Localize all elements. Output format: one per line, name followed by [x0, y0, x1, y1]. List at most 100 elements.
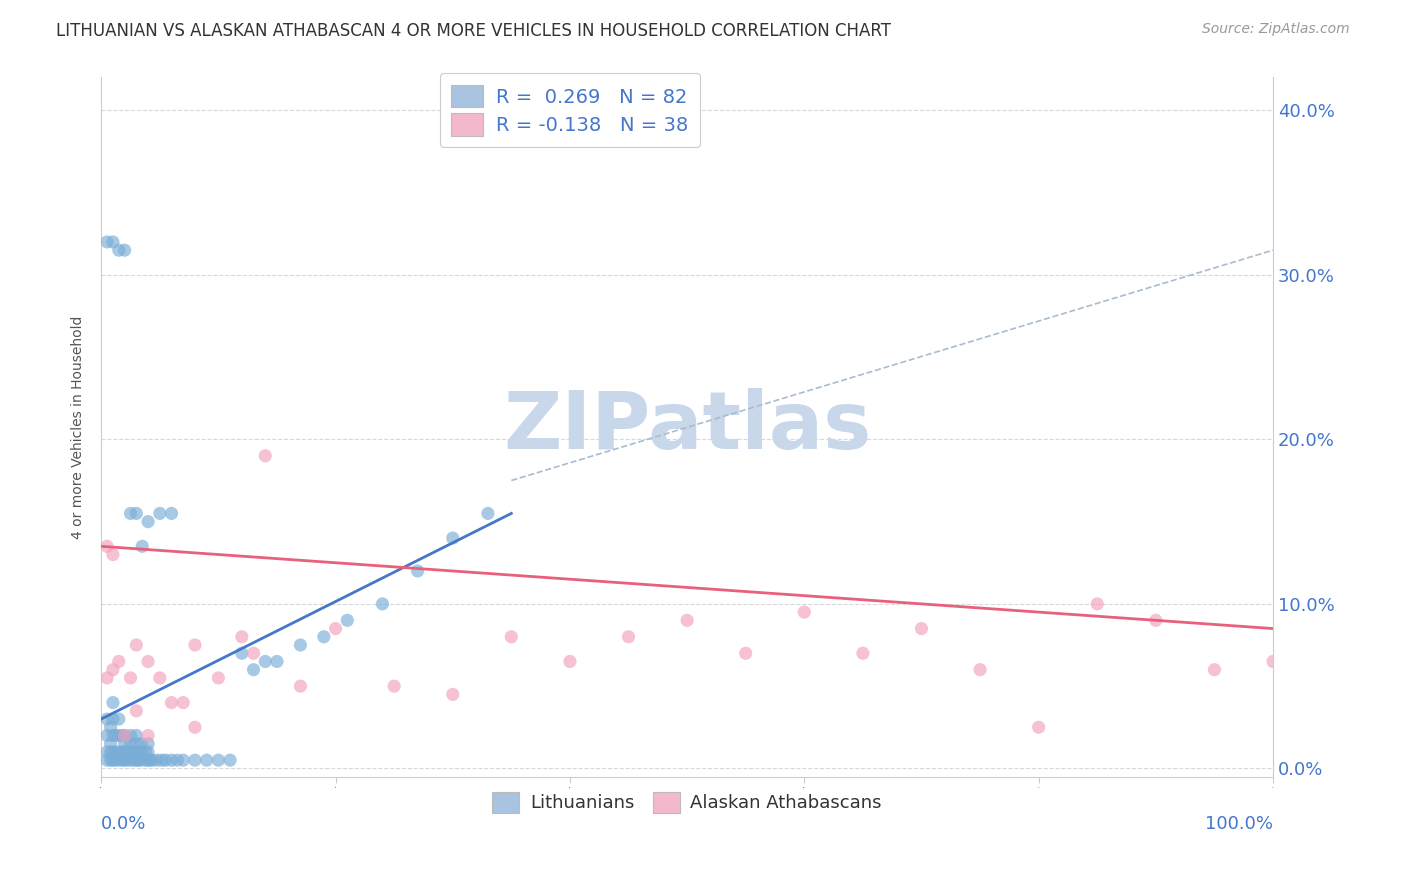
Point [104, 753, 127, 767]
Point [734, 646, 756, 660]
Point [160, 696, 183, 710]
Point [477, 507, 499, 521]
Point [195, 753, 218, 767]
Point [125, 638, 148, 652]
Point [115, 753, 138, 767]
Point [120, 507, 142, 521]
Point [100, 737, 122, 751]
Point [101, 753, 124, 767]
Point [107, 729, 129, 743]
Point [129, 745, 152, 759]
Text: Source: ZipAtlas.com: Source: ZipAtlas.com [1202, 22, 1350, 37]
Point [676, 613, 699, 627]
Point [101, 729, 124, 743]
Point [149, 671, 172, 685]
Point [1085, 597, 1108, 611]
Point [242, 663, 264, 677]
Point [254, 655, 277, 669]
Point [1028, 720, 1050, 734]
Point [125, 753, 148, 767]
Point [111, 745, 134, 759]
Point [129, 737, 152, 751]
Point [139, 753, 162, 767]
Point [441, 531, 464, 545]
Point [114, 745, 136, 759]
Point [172, 753, 194, 767]
Point [122, 745, 145, 759]
Y-axis label: 4 or more Vehicles in Household: 4 or more Vehicles in Household [72, 316, 86, 539]
Point [1204, 663, 1226, 677]
Point [125, 704, 148, 718]
Legend: Lithuanians, Alaskan Athabascans: Lithuanians, Alaskan Athabascans [485, 785, 889, 820]
Point [120, 745, 142, 759]
Point [135, 753, 157, 767]
Point [325, 622, 347, 636]
Point [254, 449, 277, 463]
Point [969, 663, 991, 677]
Point [382, 679, 405, 693]
Point [120, 737, 142, 751]
Point [231, 630, 253, 644]
Point [107, 655, 129, 669]
Point [125, 507, 148, 521]
Point [207, 753, 229, 767]
Point [96, 753, 118, 767]
Point [793, 605, 815, 619]
Point [114, 753, 136, 767]
Point [131, 539, 153, 553]
Point [852, 646, 875, 660]
Point [107, 745, 129, 759]
Point [96, 712, 118, 726]
Point [101, 712, 124, 726]
Point [160, 507, 183, 521]
Point [96, 729, 118, 743]
Point [111, 729, 134, 743]
Point [104, 745, 127, 759]
Point [184, 720, 207, 734]
Point [114, 737, 136, 751]
Point [136, 729, 159, 743]
Point [441, 687, 464, 701]
Point [96, 671, 118, 685]
Point [125, 729, 148, 743]
Point [207, 671, 229, 685]
Point [136, 515, 159, 529]
Point [100, 745, 122, 759]
Text: 0.0%: 0.0% [101, 815, 146, 833]
Point [115, 745, 138, 759]
Point [122, 753, 145, 767]
Text: ZIPatlas: ZIPatlas [503, 388, 872, 466]
Point [114, 729, 136, 743]
Point [172, 696, 194, 710]
Point [184, 638, 207, 652]
Point [107, 712, 129, 726]
Point [617, 630, 640, 644]
Point [184, 753, 207, 767]
Point [146, 753, 169, 767]
Point [101, 696, 124, 710]
Point [111, 753, 134, 767]
Point [104, 729, 127, 743]
Point [312, 630, 335, 644]
Point [406, 564, 429, 578]
Point [149, 507, 172, 521]
Text: LITHUANIAN VS ALASKAN ATHABASCAN 4 OR MORE VEHICLES IN HOUSEHOLD CORRELATION CHA: LITHUANIAN VS ALASKAN ATHABASCAN 4 OR MO… [56, 22, 891, 40]
Point [136, 655, 159, 669]
Point [1144, 613, 1167, 627]
Point [166, 753, 188, 767]
Point [114, 243, 136, 257]
Point [114, 729, 136, 743]
Point [290, 638, 312, 652]
Point [142, 753, 165, 767]
Point [101, 235, 124, 249]
Point [125, 737, 148, 751]
Point [96, 745, 118, 759]
Point [150, 753, 173, 767]
Point [129, 753, 152, 767]
Point [136, 745, 159, 759]
Point [125, 745, 148, 759]
Point [128, 745, 150, 759]
Point [96, 235, 118, 249]
Point [96, 539, 118, 553]
Point [558, 655, 581, 669]
